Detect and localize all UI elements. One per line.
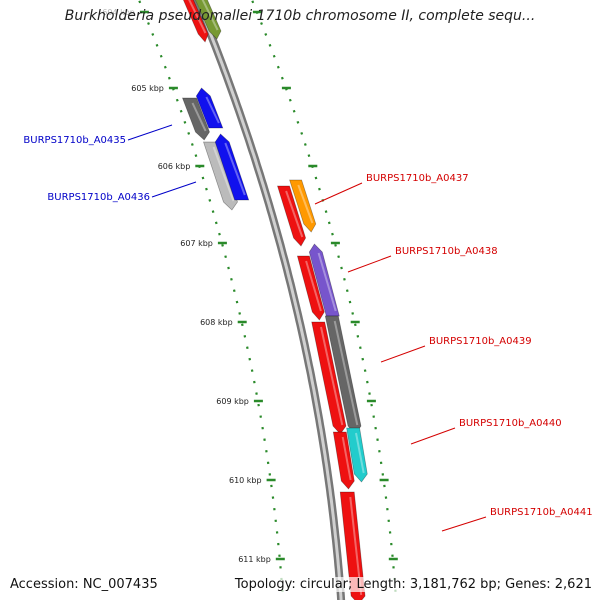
- topology-stats-text: Topology: circular; Length: 3,181,762 bp…: [234, 577, 592, 592]
- gene-label-leader: [441, 516, 487, 532]
- tick-label: 604 kbp: [102, 8, 135, 17]
- scale-ticks: 604 kbp 605 kbp 606 kbp 607 kbp 608 kbp 609 k…: [102, 8, 398, 564]
- tick-rails: [137, 0, 398, 600]
- tick-label: 609 kbp: [216, 397, 249, 406]
- sequence-title: Burkholderia pseudomallei 1710b chromoso…: [64, 8, 536, 24]
- gene-block-a0438-red[interactable]: [296, 255, 325, 321]
- gene-label[interactable]: BURPS1710b_A0438: [395, 246, 498, 257]
- backbone-highlight: [195, 0, 343, 600]
- gene-label[interactable]: BURPS1710b_A0435: [23, 135, 126, 146]
- gene-block-a0436-gray[interactable]: [203, 141, 238, 211]
- tick-label: 605 kbp: [131, 84, 164, 93]
- gene-features[interactable]: [175, 0, 368, 600]
- gene-block-a0437[interactable]: [289, 179, 317, 233]
- gene-block-a0437-red[interactable]: [277, 185, 306, 247]
- gene-block-a0440[interactable]: [346, 427, 368, 483]
- chromosome-backbone: [192, 0, 346, 600]
- gene-label-leader: [127, 124, 173, 141]
- accession-text: Accession: NC_007435: [10, 577, 158, 592]
- gene-block-a0439-red[interactable]: [311, 321, 347, 435]
- gene-block-a0435[interactable]: [195, 87, 224, 129]
- gene-labels: BURPS1710b_A0435 BURPS1710b_A0436 BURPS171…: [23, 124, 593, 532]
- gene-label-leader: [314, 182, 363, 205]
- gene-label-leader: [151, 181, 197, 198]
- gene-label[interactable]: BURPS1710b_A0439: [429, 336, 532, 347]
- gene-block-a0440-red[interactable]: [332, 431, 355, 490]
- tick-label: 607 kbp: [180, 239, 213, 248]
- tick-label: 608 kbp: [200, 318, 233, 327]
- tick-label: 611 kbp: [238, 555, 271, 564]
- gene-block-a0436[interactable]: [214, 133, 250, 201]
- gene-label[interactable]: BURPS1710b_A0440: [459, 418, 562, 429]
- gene-label[interactable]: BURPS1710b_A0436: [47, 192, 150, 203]
- gene-label[interactable]: BURPS1710b_A0441: [490, 507, 593, 518]
- tick-label: 606 kbp: [158, 162, 191, 171]
- gene-block-top-olive[interactable]: [187, 0, 222, 40]
- gene-label-leader: [410, 427, 456, 445]
- tick-label: 610 kbp: [229, 476, 262, 485]
- gene-label-leader: [380, 345, 426, 363]
- gene-block-top-red[interactable]: [175, 0, 209, 43]
- gene-block-a0435-gray[interactable]: [181, 97, 210, 141]
- gene-label-leader: [347, 255, 392, 273]
- gene-label[interactable]: BURPS1710b_A0437: [366, 173, 469, 184]
